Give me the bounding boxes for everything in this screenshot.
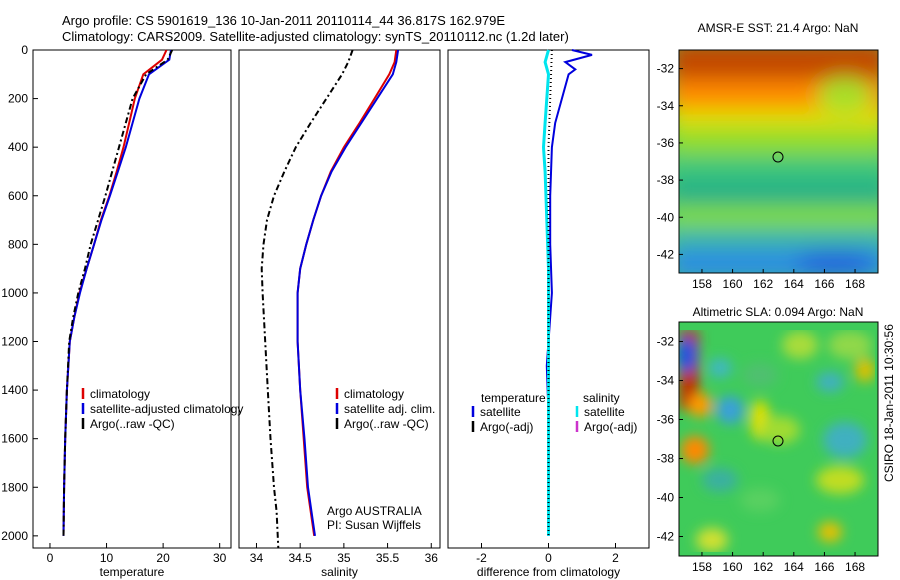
map-x-tick-label: 162: [753, 560, 773, 574]
map-x-tick-label: 168: [845, 277, 865, 291]
map-x-tick-label: 166: [814, 560, 834, 574]
series-line: [541, 49, 551, 536]
sla-map-frame: [678, 321, 879, 557]
legend-label: Argo(-adj): [584, 420, 637, 434]
sla-map: [678, 321, 879, 557]
map-y-tick-label: -34: [657, 99, 675, 113]
map-y-tick-label: -32: [657, 62, 675, 76]
x-tick-label: 0: [47, 551, 54, 565]
y-tick-label: 400: [8, 140, 28, 154]
x-tick-label: 10: [100, 551, 114, 565]
x-axis-label: salinity: [321, 565, 358, 579]
legend-header: temperature: [481, 391, 546, 405]
map-y-tick-label: -36: [657, 136, 675, 150]
legend-label: satellite: [584, 405, 625, 419]
figure-title-line2: Climatology: CARS2009. Satellite-adjuste…: [62, 29, 569, 44]
annotation-text: PI: Susan Wijffels: [327, 518, 421, 532]
legend-label: climatology: [90, 387, 150, 401]
series-line: [545, 49, 593, 536]
x-tick-label: -2: [476, 551, 487, 565]
sla-map-title: Altimetric SLA: 0.094 Argo: NaN: [693, 305, 864, 319]
map-y-tick-label: -42: [657, 530, 675, 544]
x-axis-label: temperature: [100, 565, 165, 579]
legend-label: Argo(-adj): [480, 420, 533, 434]
map-y-tick-label: -38: [657, 452, 675, 466]
y-tick-label: 800: [8, 237, 28, 251]
map-x-tick-label: 164: [784, 560, 804, 574]
legend-label: satellite-adjusted climatology: [90, 402, 243, 416]
legend-label: Argo(..raw -QC): [344, 417, 429, 431]
x-tick-label: 20: [156, 551, 170, 565]
series-line: [62, 49, 174, 536]
x-tick-label: 30: [213, 551, 227, 565]
map-x-tick-label: 166: [814, 277, 834, 291]
series-line: [296, 49, 398, 537]
y-tick-label: 1800: [1, 480, 28, 494]
map-x-tick-label: 160: [723, 277, 743, 291]
map-x-tick-label: 160: [723, 560, 743, 574]
y-tick-label: 2000: [1, 529, 28, 543]
annotation-text: Argo AUSTRALIA: [327, 504, 422, 518]
map-x-tick-label: 158: [692, 560, 712, 574]
legend-header: salinity: [583, 391, 620, 405]
series-line: [296, 49, 400, 537]
map-y-tick-label: -38: [657, 173, 675, 187]
legend-label: satellite adj. clim.: [344, 402, 435, 416]
creator-timestamp: CSIRO 18-Jan-2011 10:30:56: [882, 324, 896, 482]
map-x-tick-label: 164: [784, 277, 804, 291]
series-line: [547, 49, 553, 536]
y-tick-label: 0: [21, 43, 28, 57]
x-tick-label: 2: [612, 551, 619, 565]
map-y-tick-label: -40: [657, 491, 675, 505]
salinity-panel-frame: [238, 49, 441, 549]
x-axis-label: difference from climatology: [477, 565, 620, 579]
series-line: [62, 49, 172, 536]
y-tick-label: 1400: [1, 383, 28, 397]
argo-location-marker: [772, 435, 784, 447]
map-y-tick-label: -40: [657, 210, 675, 224]
temperature-panel-frame: [32, 49, 232, 549]
map-x-tick-label: 168: [845, 560, 865, 574]
x-tick-label: 35.5: [376, 551, 400, 565]
figure-title-line1: Argo profile: CS 5901619_136 10-Jan-2011…: [62, 13, 505, 28]
map-y-tick-label: -42: [657, 247, 675, 261]
x-tick-label: 34: [250, 551, 264, 565]
x-tick-label: 34.5: [288, 551, 312, 565]
y-tick-label: 600: [8, 189, 28, 203]
legend-label: climatology: [344, 387, 404, 401]
map-y-tick-label: -32: [657, 335, 675, 349]
map-y-tick-label: -36: [657, 413, 675, 427]
y-tick-label: 200: [8, 92, 28, 106]
y-tick-label: 1000: [1, 286, 28, 300]
map-x-tick-label: 162: [753, 277, 773, 291]
x-tick-label: 36: [425, 551, 439, 565]
sst-map-title: AMSR-E SST: 21.4 Argo: NaN: [698, 21, 859, 35]
map-x-tick-label: 158: [692, 277, 712, 291]
map-y-tick-label: -34: [657, 374, 675, 388]
legend-label: Argo(..raw -QC): [90, 417, 175, 431]
y-tick-label: 1200: [1, 335, 28, 349]
x-tick-label: 35: [337, 551, 351, 565]
sst-map: [678, 49, 879, 274]
legend-label: satellite: [480, 405, 521, 419]
sst-map-frame: [678, 49, 879, 274]
argo-location-marker: [772, 151, 784, 163]
x-tick-label: 0: [545, 551, 552, 565]
y-tick-label: 1600: [1, 432, 28, 446]
